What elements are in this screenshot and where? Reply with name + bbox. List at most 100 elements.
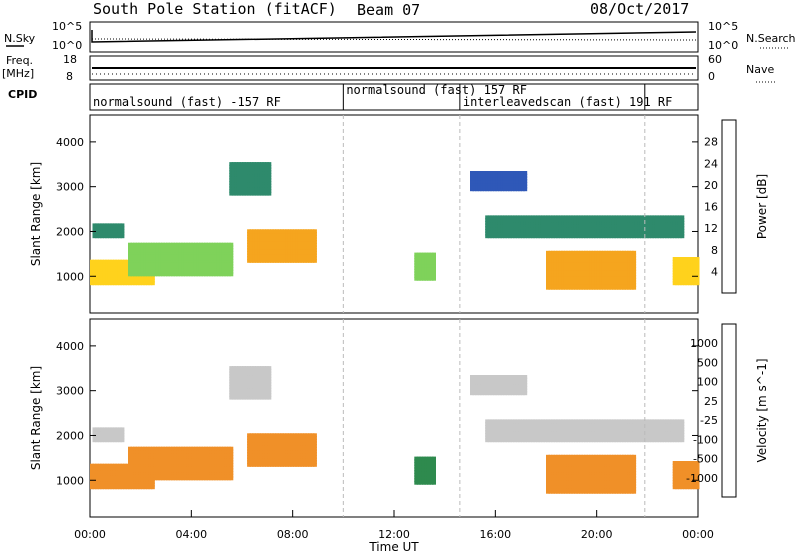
echo-cell <box>166 468 170 473</box>
echo-cell <box>92 438 97 443</box>
echo-cell <box>561 269 566 274</box>
echo-cell <box>287 258 292 263</box>
echo-cell <box>611 269 616 274</box>
echo-cell <box>115 471 120 476</box>
echo-cell <box>675 231 680 236</box>
echo-cell <box>568 422 573 427</box>
echo-cell <box>616 228 621 233</box>
echo-cell <box>426 470 431 474</box>
echo-cell <box>497 380 502 385</box>
echo-cell <box>672 215 677 220</box>
echo-cell <box>211 258 216 263</box>
echo-cell <box>596 280 601 285</box>
echo-cell <box>611 256 616 261</box>
echo-cell <box>609 218 614 223</box>
echo-cell <box>480 375 485 379</box>
echo-cell <box>596 228 601 233</box>
echo-cell <box>515 234 520 239</box>
echo-cell <box>267 371 272 376</box>
echo-cell <box>153 476 158 481</box>
echo-cell <box>107 479 112 484</box>
echo-cell <box>244 395 249 400</box>
echo-cell <box>206 248 211 253</box>
echo-cell <box>632 231 637 236</box>
echo-cell <box>224 468 229 473</box>
echo-cell <box>495 234 500 239</box>
echo-cell <box>292 234 297 239</box>
echo-cell <box>424 268 429 273</box>
echo-cell <box>502 218 507 223</box>
echo-cell <box>551 438 556 443</box>
echo-cell <box>538 215 543 220</box>
echo-cell <box>639 226 644 231</box>
echo-cell <box>140 261 145 266</box>
echo-cell <box>168 452 173 457</box>
echo-cell <box>239 172 244 177</box>
echo-cell <box>158 452 163 457</box>
echo-cell <box>675 275 680 280</box>
echo-cell <box>282 462 287 467</box>
echo-cell <box>500 179 505 184</box>
echo-cell <box>604 435 609 440</box>
echo-cell <box>470 187 474 192</box>
echo-cell <box>568 424 573 429</box>
echo-cell <box>130 269 135 274</box>
echo-cell <box>520 388 525 393</box>
echo-cell <box>591 422 596 427</box>
echo-cell <box>196 272 201 277</box>
echo-cell <box>548 438 553 443</box>
echo-cell <box>533 220 538 225</box>
echo-cell <box>487 427 492 432</box>
echo-cell <box>173 269 178 274</box>
echo-cell <box>677 422 682 427</box>
echo-cell <box>573 427 578 432</box>
echo-cell <box>95 231 100 236</box>
echo-cell <box>100 262 105 267</box>
echo-cell <box>302 457 307 462</box>
echo-cell <box>153 465 158 470</box>
echo-cell <box>652 432 657 437</box>
echo-cell <box>312 234 317 239</box>
echo-cell <box>171 248 176 253</box>
echo-cell <box>163 269 168 274</box>
echo-cell <box>90 482 94 487</box>
echo-cell <box>285 256 290 261</box>
echo-cell <box>158 454 163 459</box>
echo-cell <box>660 226 664 231</box>
echo-cell <box>695 262 700 267</box>
echo-cell <box>305 232 310 236</box>
echo-cell <box>277 433 282 438</box>
echo-cell <box>594 422 599 427</box>
echo-cell <box>249 382 254 387</box>
echo-cell <box>573 215 578 220</box>
echo-cell <box>508 231 512 236</box>
echo-cell <box>133 482 138 487</box>
echo-cell <box>429 276 434 281</box>
echo-cell <box>297 258 302 263</box>
echo-cell <box>515 435 520 440</box>
echo-cell <box>614 269 619 274</box>
echo-cell <box>675 438 680 443</box>
echo-cell <box>269 462 274 467</box>
echo-cell <box>193 468 198 473</box>
echo-cell <box>675 270 680 275</box>
echo-cell <box>513 438 518 443</box>
echo-cell <box>667 228 672 233</box>
echo-cell <box>530 215 535 220</box>
echo-cell <box>168 266 173 271</box>
echo-cell <box>553 275 558 279</box>
echo-cell <box>267 188 272 193</box>
echo-cell <box>551 264 556 269</box>
echo-cell <box>143 278 148 283</box>
echo-cell <box>219 242 224 247</box>
echo-cell <box>110 438 115 443</box>
echo-cell <box>267 446 272 451</box>
echo-cell <box>558 280 563 285</box>
echo-cell <box>252 178 257 183</box>
echo-cell <box>216 258 221 263</box>
echo-cell <box>634 430 639 435</box>
echo-cell <box>145 479 150 484</box>
echo-cell <box>624 218 629 223</box>
echo-cell <box>426 459 431 464</box>
echo-cell <box>140 258 145 263</box>
